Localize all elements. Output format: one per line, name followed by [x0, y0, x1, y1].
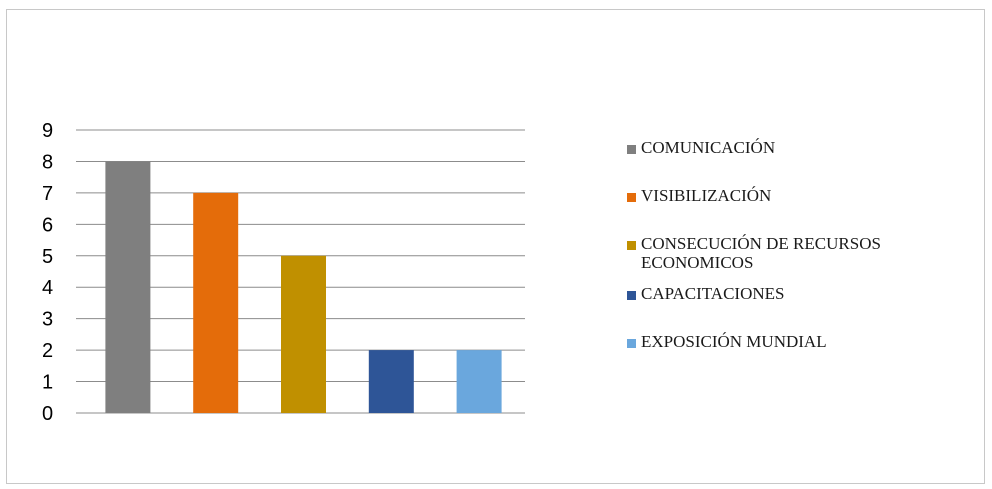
y-tick-label: 5 — [42, 246, 53, 268]
legend-swatch — [627, 193, 636, 202]
bar-5 — [456, 350, 502, 413]
gridlines — [76, 129, 525, 414]
bar-1 — [105, 161, 151, 413]
legend-item: CONSECUCIÓN DE RECURSOS ECONOMICOS — [627, 234, 967, 272]
legend-item: EXPOSICIÓN MUNDIAL — [627, 332, 967, 351]
bars — [105, 161, 502, 413]
bar-3 — [281, 255, 326, 413]
y-axis-tick-labels: 0 1 2 3 4 5 6 7 8 9 — [42, 120, 53, 425]
legend-label: COMUNICACIÓN — [641, 138, 776, 157]
y-tick-label: 0 — [42, 403, 53, 425]
y-tick-label: 4 — [42, 277, 53, 299]
legend-item: VISIBILIZACIÓN — [627, 186, 967, 205]
legend-item: CAPACITACIONES — [627, 284, 967, 303]
bar-4 — [368, 350, 414, 413]
legend-label: EXPOSICIÓN MUNDIAL — [641, 332, 827, 351]
legend-swatch — [627, 145, 636, 154]
y-tick-label: 1 — [42, 372, 53, 394]
y-tick-label: 2 — [42, 340, 53, 362]
y-tick-label: 9 — [42, 120, 53, 142]
bar-2 — [193, 192, 239, 413]
y-tick-label: 7 — [42, 183, 53, 205]
legend-item: COMUNICACIÓN — [627, 138, 967, 157]
y-tick-label: 8 — [42, 151, 53, 173]
legend-swatch — [627, 291, 636, 300]
y-tick-label: 6 — [42, 214, 53, 236]
legend-label: VISIBILIZACIÓN — [641, 186, 772, 205]
legend-swatch — [627, 339, 636, 348]
legend-label: CAPACITACIONES — [641, 284, 785, 303]
legend-label: CONSECUCIÓN DE RECURSOS ECONOMICOS — [641, 234, 881, 272]
legend-swatch — [627, 241, 636, 250]
y-tick-label: 3 — [42, 309, 53, 331]
